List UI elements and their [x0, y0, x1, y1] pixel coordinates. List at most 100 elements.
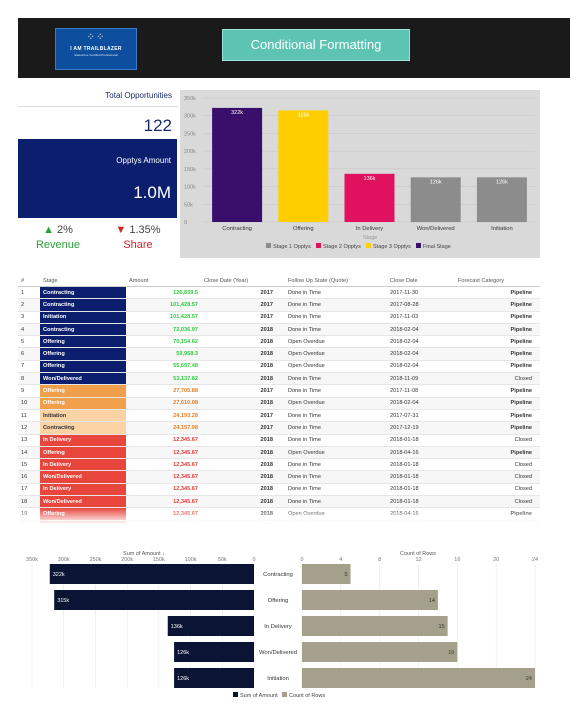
opportunities-table[interactable]: # Stage Amount Close Date (Year) Follow Up S…: [18, 276, 540, 524]
legend-swatch: [366, 243, 371, 248]
row-number: 8: [18, 372, 40, 386]
close-year-cell: 2018: [201, 470, 285, 484]
table-row[interactable]: 15 In Delivery 12,345.67 2018 Done in Time 20…: [18, 458, 540, 472]
table-row[interactable]: 4 Contracting 72,036.97 2018 Done in Time 201…: [18, 323, 540, 337]
stage-cell: Initiation: [40, 409, 126, 423]
count-data-label: 14: [429, 598, 435, 604]
table-row[interactable]: 10 Offering 27,610.08 2018 Open Overdue 2018-…: [18, 397, 540, 410]
stage-cell: In Delivery: [40, 434, 126, 447]
close-date-cell: 2018-01-18: [387, 470, 455, 484]
column-header[interactable]: Follow Up State (Quote): [285, 276, 387, 287]
share-metric[interactable]: ▼ 1.35% Share: [98, 224, 178, 251]
revenue-label: Revenue: [35, 239, 81, 251]
close-date-cell: 2018-01-18: [387, 495, 455, 509]
x-tick-label: 8: [378, 557, 381, 563]
x-tick-label: 4: [339, 557, 342, 563]
table-row[interactable]: 17 In Delivery 12,345.67 2018 Done in Time 20…: [18, 483, 540, 497]
forecast-category-cell: Pipeline: [455, 286, 540, 300]
table-row[interactable]: 7 Offering 55,697.48 2018 Open Overdue 2018-0…: [18, 360, 540, 374]
opptys-amount-widget[interactable]: Opptys Amount 1.0M: [18, 139, 177, 218]
table-row[interactable]: 2 Contracting 101,428.57 2017 Done in Time 20…: [18, 298, 540, 312]
legend-label: Stage 2 Opptys: [323, 244, 361, 250]
logo-subtitle: Salesforce Certified Professional: [74, 53, 118, 57]
stage-amount-bar-chart[interactable]: 0 50k 100k 150k 200k 250k 300k 350k 322k Contract…: [180, 90, 540, 258]
row-number: 4: [18, 323, 40, 337]
stage-cell: Won/Delivered: [40, 495, 126, 509]
column-header[interactable]: Close Date (Year): [201, 276, 285, 287]
row-number: 15: [18, 458, 40, 472]
count-bar: [302, 564, 351, 584]
y-tick-label: 100k: [184, 185, 196, 191]
legend-label: Sum of Amount: [240, 693, 278, 699]
bar: [344, 173, 395, 222]
follow-up-cell: Done in Time: [285, 470, 387, 484]
revenue-metric[interactable]: ▲ 2% Revenue: [18, 224, 98, 251]
x-tick-label: Won/Delivered: [417, 226, 455, 232]
table-row[interactable]: 6 Offering 59,958.3 2018 Open Overdue 2018-02…: [18, 347, 540, 361]
table-row[interactable]: 8 Won/Delivered 53,137.82 2018 Done in Time 2…: [18, 372, 540, 386]
forecast-category-cell: Pipeline: [455, 421, 540, 435]
follow-up-cell: Open Overdue: [285, 347, 387, 361]
x-tick-label: 0: [300, 557, 303, 563]
table-row[interactable]: 13 In Delivery 12,345.67 2018 Done in Time 20…: [18, 434, 540, 447]
column-header[interactable]: #: [18, 276, 40, 287]
close-date-cell: 2017-11-30: [387, 286, 455, 300]
column-header[interactable]: Amount: [126, 276, 201, 287]
table-row[interactable]: 18 Won/Delivered 12,345.67 2018 Done in Time…: [18, 495, 540, 509]
table-row[interactable]: 11 Initiation 24,193.28 2017 Done in Time 201…: [18, 409, 540, 423]
stage-cell: Offering: [40, 360, 126, 374]
row-number: 14: [18, 446, 40, 460]
column-header[interactable]: Stage: [40, 276, 126, 287]
bar: [212, 107, 263, 222]
amount-cell: 12,345.67: [126, 495, 201, 509]
table-row[interactable]: 16 Won/Delivered 12,345.67 2018 Done in Time…: [18, 470, 540, 484]
close-year-cell: 2017: [201, 421, 285, 435]
table-row[interactable]: 14 Offering 12,345.67 2018 Open Overdue 2018-…: [18, 446, 540, 460]
table-row[interactable]: 3 Initiation 101,428.57 2017 Done in Time 201…: [18, 311, 540, 324]
x-tick-label: In Delivery: [356, 226, 383, 232]
follow-up-cell: Done in Time: [285, 409, 387, 423]
y-tick-label: 50k: [184, 202, 193, 208]
forecast-category-cell: Closed: [455, 470, 540, 484]
x-tick-label: 250k: [89, 557, 101, 563]
forecast-category-cell: Pipeline: [455, 335, 540, 349]
stage-cell: Won/Delivered: [40, 372, 126, 386]
column-header[interactable]: Close Date: [387, 276, 455, 287]
close-year-cell: 2018: [201, 372, 285, 386]
row-number: 2: [18, 298, 40, 312]
row-number: 18: [18, 495, 40, 509]
close-year-cell: 2017: [201, 298, 285, 312]
column-header[interactable]: Forecast Category: [455, 276, 540, 287]
amount-count-mirror-chart-svg: Sum of Amount ↓ Count of Rows 350k 300k 250k…: [26, 551, 538, 699]
forecast-category-cell: Pipeline: [455, 347, 540, 361]
stage-cell: Offering: [40, 384, 126, 398]
amount-cell: 12,345.67: [126, 470, 201, 484]
legend-swatch: [266, 243, 271, 248]
stage-cell: In Delivery: [40, 458, 126, 472]
x-tick-label: 350k: [26, 557, 38, 563]
table-row[interactable]: 9 Offering 27,705.88 2017 Done in Time 2017-1…: [18, 384, 540, 398]
divider: [18, 106, 178, 107]
close-date-cell: 2017-08-28: [387, 298, 455, 312]
stage-cell: Initiation: [40, 311, 126, 324]
table-row[interactable]: 12 Contracting 24,157.98 2017 Done in Time 20…: [18, 421, 540, 435]
follow-up-cell: Done in Time: [285, 483, 387, 497]
close-date-cell: 2018-02-04: [387, 360, 455, 374]
table-row[interactable]: 5 Offering 70,154.62 2018 Open Overdue 2018-0…: [18, 335, 540, 349]
amount-cell: 12,345.67: [126, 458, 201, 472]
amount-cell: 101,428.57: [126, 311, 201, 324]
x-tick-label: Offering: [293, 226, 314, 232]
x-tick-label: 150k: [153, 557, 165, 563]
legend-swatch: [233, 692, 238, 697]
table-fade: [18, 508, 540, 524]
row-number: 12: [18, 421, 40, 435]
count-bar: [302, 616, 448, 636]
amount-count-mirror-chart[interactable]: Sum of Amount ↓ Count of Rows 350k 300k 250k…: [18, 548, 540, 704]
amount-cell: 126,839.5: [126, 286, 201, 300]
amount-cell: 27,705.88: [126, 384, 201, 398]
follow-up-cell: Done in Time: [285, 384, 387, 398]
x-tick-label: 200k: [121, 557, 133, 563]
amount-cell: 101,428.57: [126, 298, 201, 312]
table-row[interactable]: 1 Contracting 126,839.5 2017 Done in Time 201…: [18, 286, 540, 300]
total-opportunities-widget[interactable]: Total Opportunities 122: [18, 88, 178, 138]
